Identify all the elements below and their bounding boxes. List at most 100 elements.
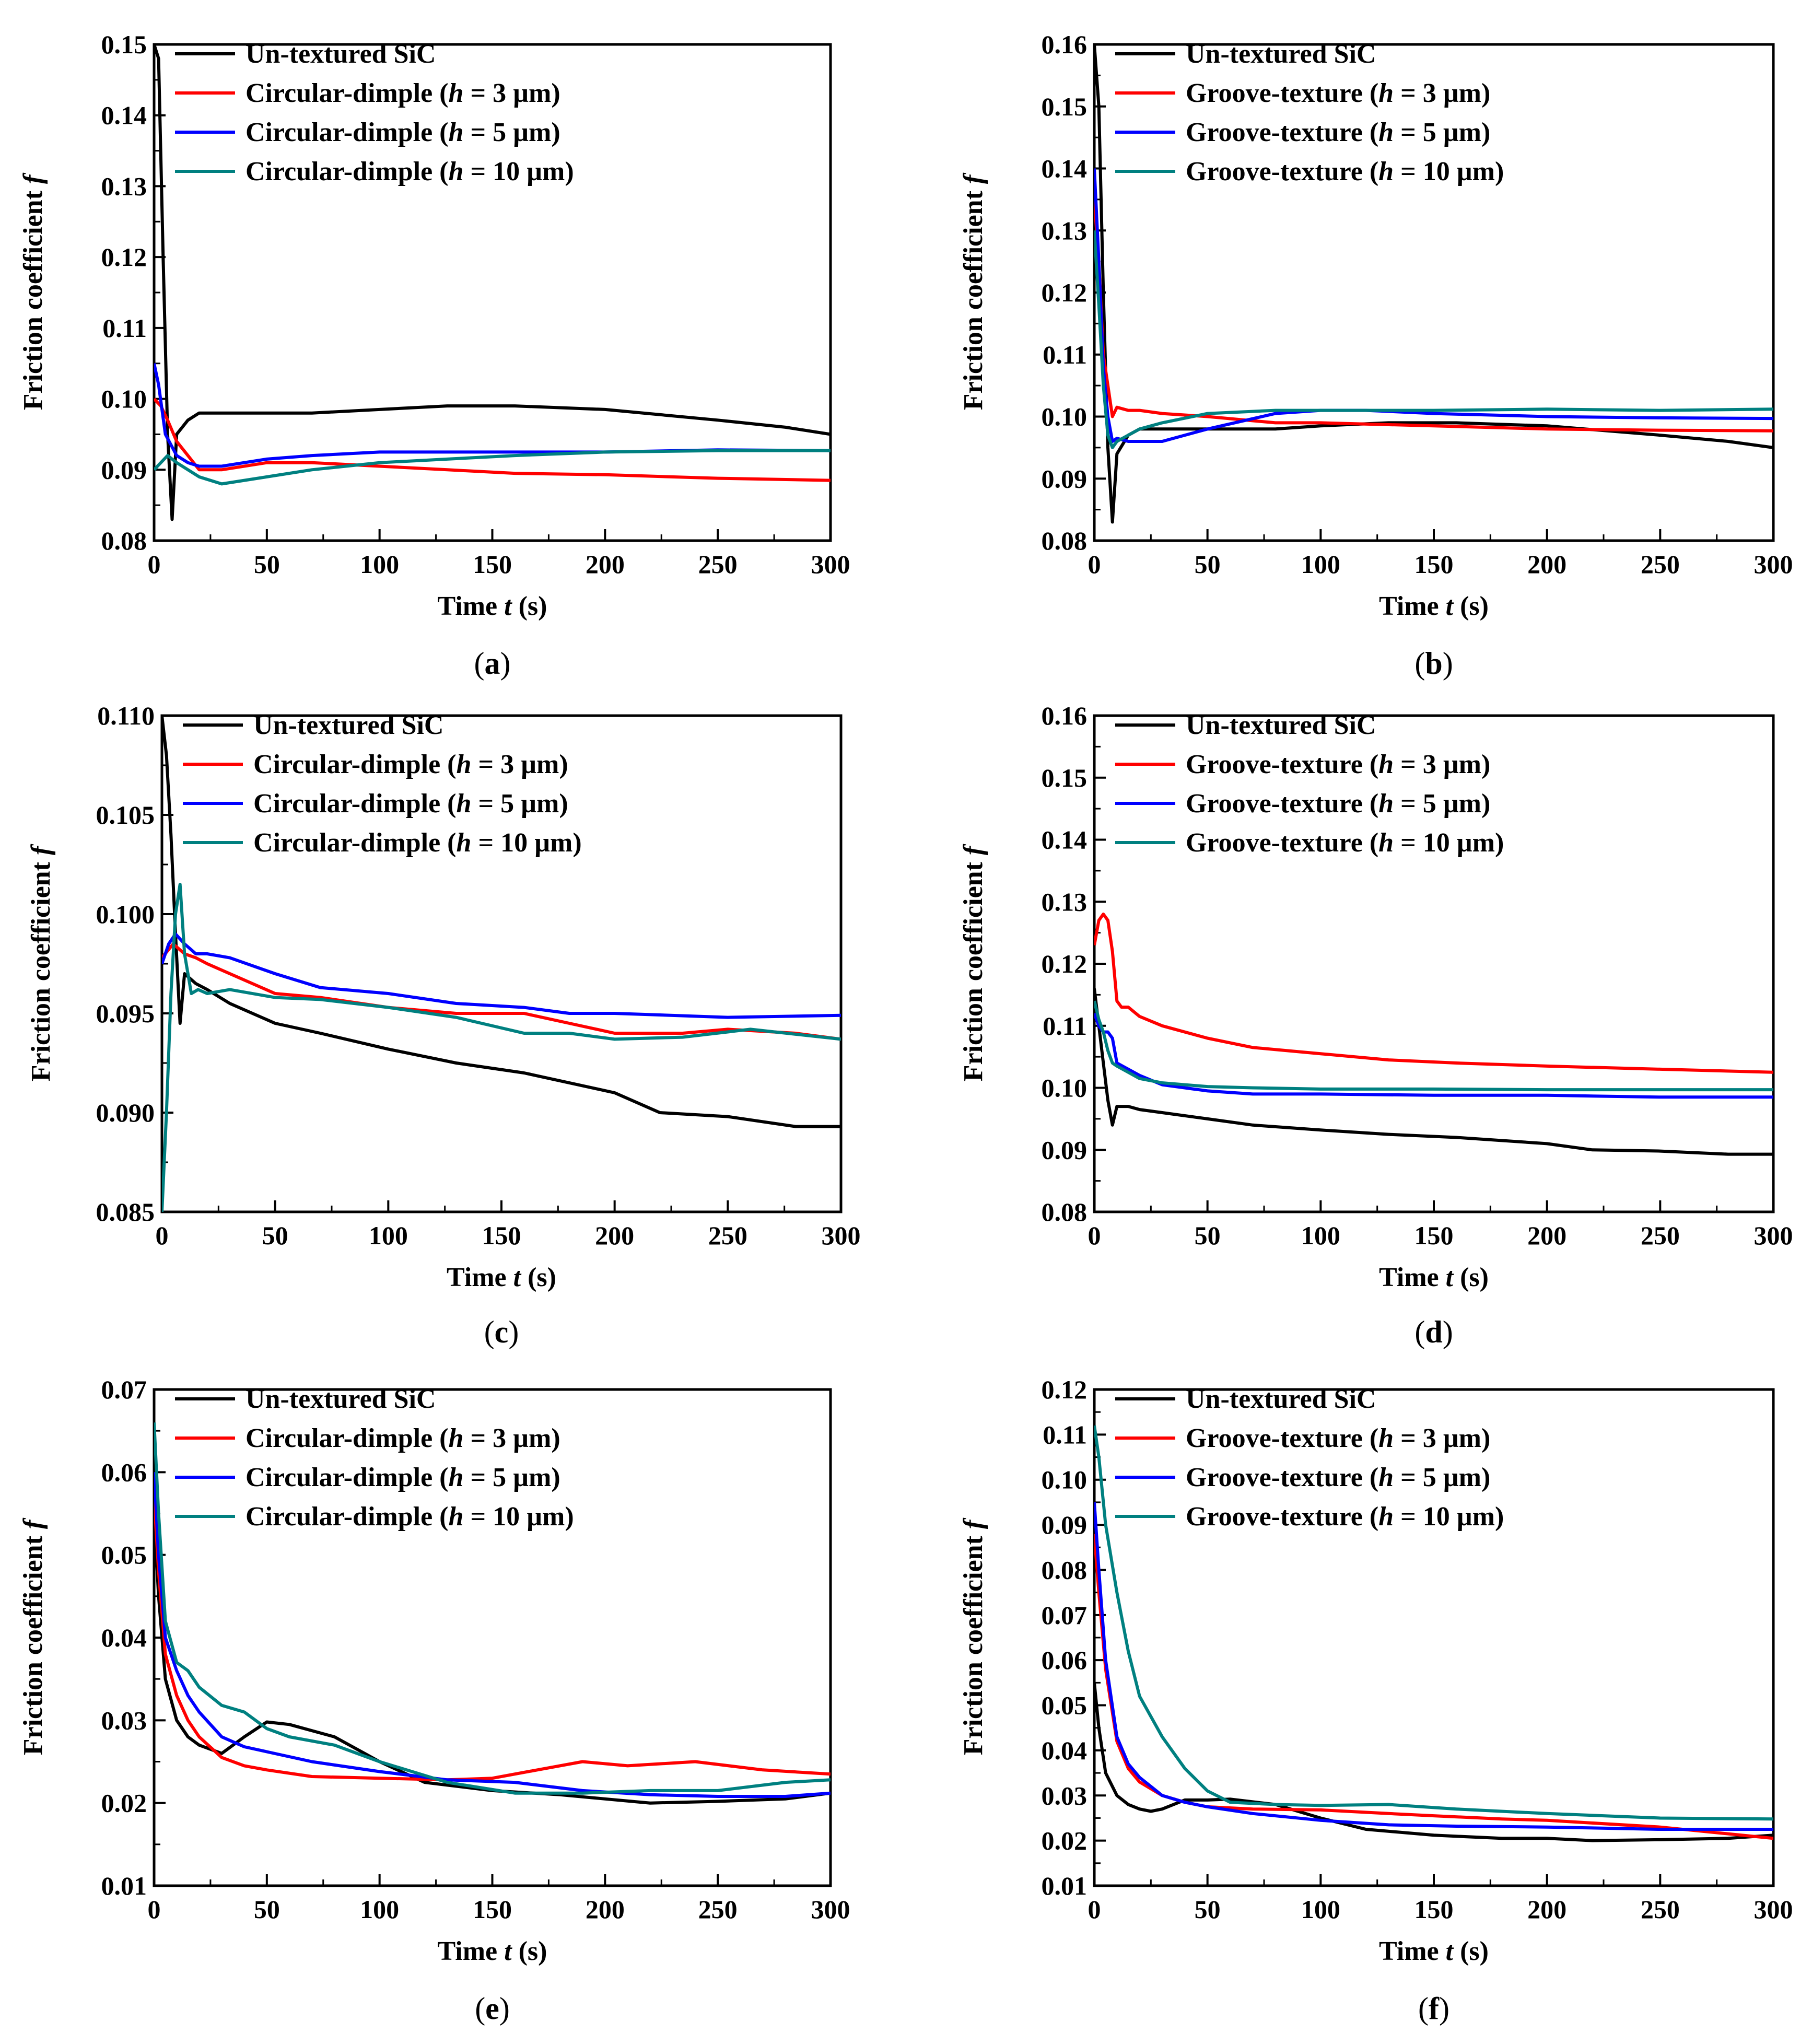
x-tick-label: 50 <box>1195 1221 1221 1250</box>
y-tick-label: 0.03 <box>1042 1781 1088 1810</box>
y-tick-label: 0.16 <box>1042 701 1088 730</box>
x-tick-label: 100 <box>369 1221 408 1250</box>
legend-entry-2: Circular-dimple (h = 3 µm) <box>246 1423 560 1453</box>
y-tick-label: 0.08 <box>1042 526 1088 555</box>
y-tick-label: 0.100 <box>96 900 155 929</box>
x-tick-label: 300 <box>811 550 850 579</box>
x-tick-label: 100 <box>1301 1895 1340 1924</box>
y-tick-label: 0.14 <box>1042 154 1088 183</box>
series-line-4 <box>1094 1000 1773 1092</box>
legend-entry-1: Un-textured SiC <box>246 1384 436 1414</box>
y-tick-label: 0.090 <box>96 1098 155 1127</box>
y-tick-label: 0.02 <box>101 1789 147 1818</box>
x-tick-label: 300 <box>822 1221 861 1250</box>
x-tick-label: 300 <box>1754 1221 1793 1250</box>
series-line-3 <box>162 932 841 1019</box>
x-tick-label: 150 <box>1414 1221 1454 1250</box>
x-tick-label: 0 <box>148 550 161 579</box>
panel-caption: (a) <box>474 646 511 681</box>
y-tick-label: 0.09 <box>1042 1510 1088 1539</box>
y-tick-label: 0.12 <box>1042 1375 1088 1404</box>
legend-entry-4: Groove-texture (h = 10 µm) <box>1186 828 1504 858</box>
y-tick-label: 0.11 <box>1043 340 1087 369</box>
x-axis-title: Time t (s) <box>447 1263 556 1292</box>
y-axis-title: Friction coefficient f <box>18 1517 48 1755</box>
x-tick-label: 250 <box>1641 1895 1680 1924</box>
y-tick-label: 0.02 <box>1042 1826 1088 1855</box>
y-tick-label: 0.10 <box>1042 1073 1088 1103</box>
y-tick-label: 0.05 <box>101 1540 147 1570</box>
legend-entry-4: Circular-dimple (h = 10 µm) <box>253 828 582 858</box>
series-line-2 <box>162 942 841 1041</box>
y-tick-label: 0.06 <box>1042 1645 1088 1675</box>
legend-entry-1: Un-textured SiC <box>1186 1384 1376 1414</box>
y-tick-label: 0.08 <box>101 526 147 555</box>
y-tick-label: 0.08 <box>1042 1197 1088 1227</box>
y-tick-label: 0.13 <box>101 171 147 201</box>
panel-caption: (c) <box>484 1315 519 1349</box>
x-tick-label: 150 <box>473 550 512 579</box>
x-tick-label: 50 <box>254 1895 280 1924</box>
x-tick-label: 200 <box>1527 550 1566 579</box>
panel-caption: (d) <box>1414 1315 1453 1349</box>
x-tick-label: 0 <box>1088 1221 1101 1250</box>
series-line-3 <box>1094 1502 1773 1831</box>
y-tick-label: 0.11 <box>1043 1420 1087 1449</box>
legend-entry-1: Un-textured SiC <box>1186 710 1376 740</box>
series-line-3 <box>1094 168 1773 443</box>
series-line-4 <box>1094 230 1773 449</box>
x-tick-label: 100 <box>1301 1221 1340 1250</box>
series-line-2 <box>1094 199 1773 433</box>
x-tick-label: 50 <box>1195 1895 1221 1924</box>
y-tick-label: 0.095 <box>96 999 155 1028</box>
chart-panel-c: 0 50 100 150 200 250 300 0.085 0.090 0.095 0.100 0.… <box>26 701 861 1349</box>
x-tick-label: 100 <box>1301 550 1340 579</box>
y-tick-label: 0.05 <box>1042 1691 1088 1720</box>
panel-caption: (e) <box>475 1991 510 2026</box>
panel-caption: (f) <box>1418 1991 1449 2026</box>
x-tick-label: 200 <box>586 550 625 579</box>
x-tick-label: 50 <box>262 1221 288 1250</box>
x-tick-label: 100 <box>360 550 399 579</box>
legend-entry-2: Circular-dimple (h = 3 µm) <box>246 78 560 108</box>
x-tick-label: 200 <box>595 1221 634 1250</box>
y-axis-title: Friction coefficient f <box>26 844 56 1081</box>
y-tick-label: 0.085 <box>96 1197 155 1227</box>
y-tick-label: 0.11 <box>102 313 147 343</box>
y-axis-title: Friction coefficient f <box>958 172 988 410</box>
chart-panel-f: 0 50 100 150 200 250 300 0.01 0.02 0.03 0.04 0.05 0.… <box>958 1375 1793 2026</box>
y-axis-title: Friction coefficient f <box>958 844 988 1081</box>
legend-entry-2: Circular-dimple (h = 3 µm) <box>253 750 568 779</box>
y-tick-label: 0.01 <box>1042 1871 1088 1900</box>
x-tick-label: 200 <box>586 1895 625 1924</box>
y-tick-label: 0.110 <box>97 701 155 730</box>
x-tick-label: 200 <box>1527 1221 1566 1250</box>
y-tick-label: 0.04 <box>1042 1736 1088 1765</box>
chart-panel-b: 0 50 100 150 200 250 300 0.08 0.09 0.10 0.11 0.12 0.… <box>958 30 1793 681</box>
x-tick-label: 250 <box>1641 550 1680 579</box>
x-tick-label: 150 <box>482 1221 521 1250</box>
x-tick-label: 100 <box>360 1895 399 1924</box>
y-tick-label: 0.15 <box>101 30 147 59</box>
series-line-1 <box>154 1513 831 1805</box>
legend-entry-1: Un-textured SiC <box>253 710 443 740</box>
series-line-4 <box>1094 1425 1773 1821</box>
x-tick-label: 250 <box>698 1895 738 1924</box>
series-line-2 <box>154 1497 831 1782</box>
x-axis-title: Time t (s) <box>438 591 547 621</box>
chart-panel-d: 0 50 100 150 200 250 300 0.08 0.09 0.10 0.11 0.12 0.… <box>958 701 1793 1349</box>
y-tick-label: 0.07 <box>1042 1601 1088 1630</box>
x-tick-label: 300 <box>1754 550 1793 579</box>
y-axis-title: Friction coefficient f <box>18 172 48 410</box>
y-tick-label: 0.14 <box>1042 825 1088 855</box>
series-line-4 <box>154 449 831 486</box>
y-tick-label: 0.11 <box>1043 1011 1087 1041</box>
legend-entry-4: Groove-texture (h = 10 µm) <box>1186 157 1504 186</box>
series-line-2 <box>1094 913 1773 1074</box>
legend-entry-4: Groove-texture (h = 10 µm) <box>1186 1502 1504 1532</box>
y-tick-label: 0.10 <box>1042 1465 1088 1494</box>
x-tick-label: 200 <box>1527 1895 1566 1924</box>
legend-entry-4: Circular-dimple (h = 10 µm) <box>246 1502 574 1532</box>
series-line-4 <box>154 1422 831 1795</box>
y-axis-title: Friction coefficient f <box>958 1517 988 1755</box>
